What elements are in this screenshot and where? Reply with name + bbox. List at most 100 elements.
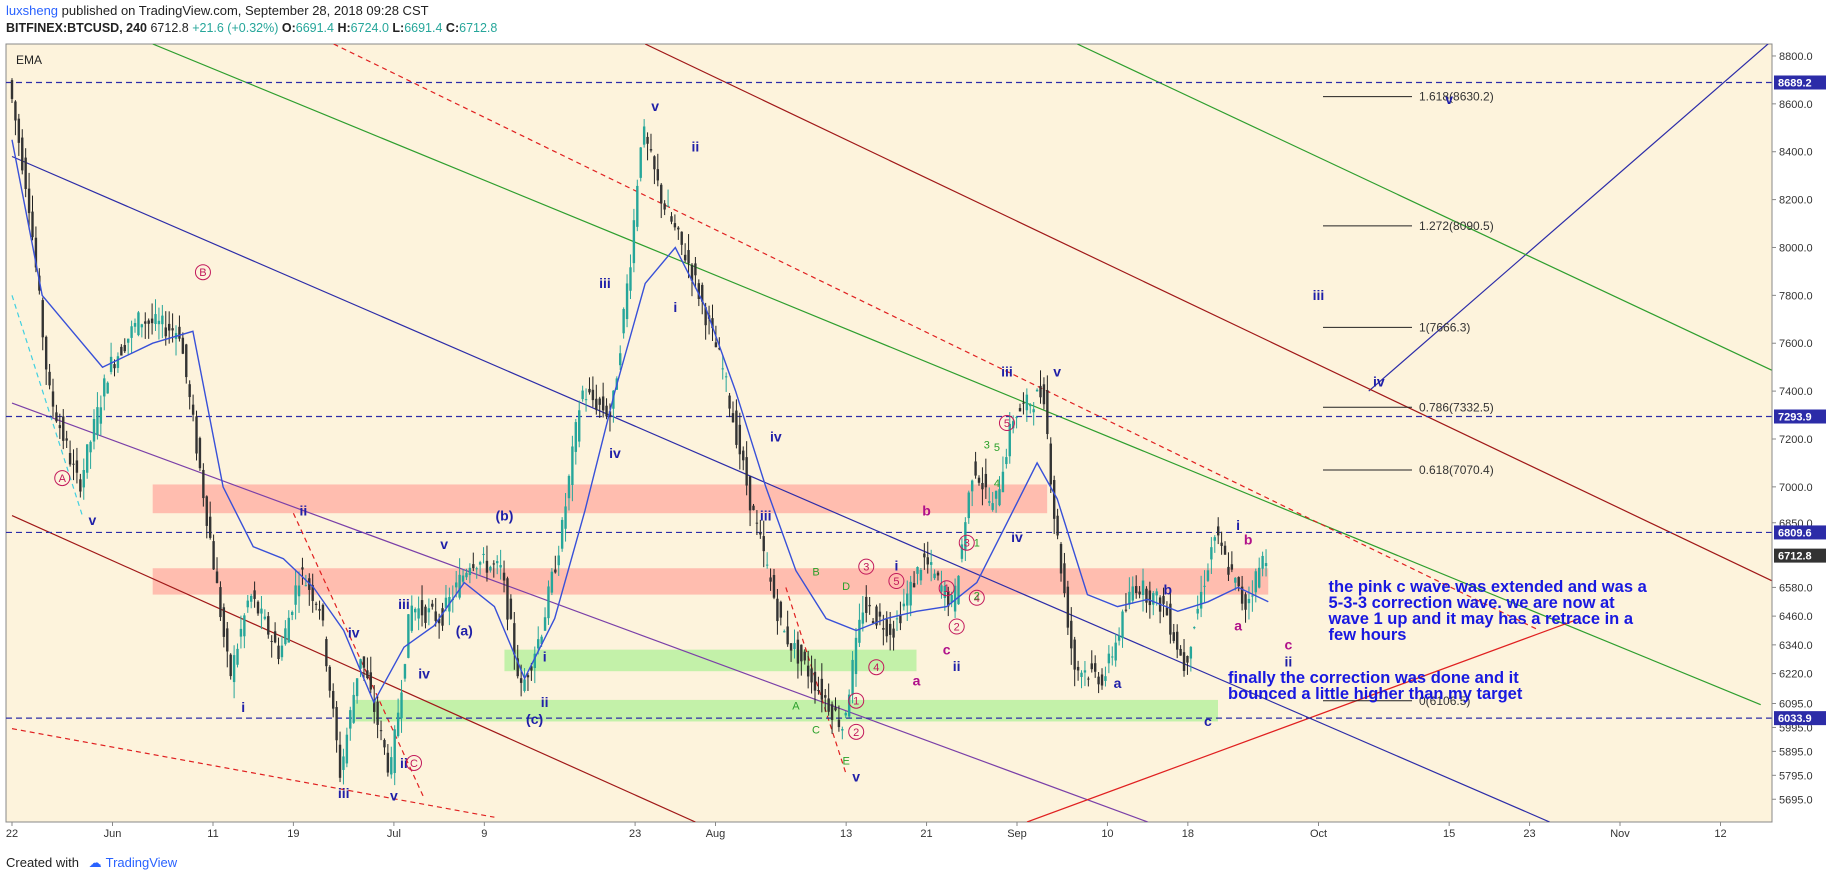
candle-body [1083,670,1087,673]
candle-body [468,567,472,576]
candle [564,493,567,542]
candle [482,547,485,564]
candle-body [137,312,140,336]
candle [885,611,888,643]
channel-line[interactable] [644,44,1791,590]
wave-label: v [1445,91,1453,107]
candle [424,604,427,629]
candle [1251,580,1254,612]
candle-body [550,571,554,593]
candle [267,611,270,639]
candle-body [779,601,783,618]
dashed-trend-line[interactable] [11,728,495,818]
candle [79,473,82,498]
candle-body [62,416,65,441]
candle-body [543,617,547,631]
wave-label: iv [1373,373,1385,389]
candle [701,282,704,315]
candle-body [950,595,953,603]
candle [502,560,506,593]
candle-body [936,572,940,576]
candle-body [888,623,892,635]
candle-body [243,615,246,637]
channel-line[interactable] [11,402,1148,822]
candle-body [810,668,813,683]
dashed-trend-line[interactable] [785,587,847,775]
circled-wave-label: 3 [858,558,875,575]
candle-body [530,666,533,671]
candle-body [441,608,444,626]
candle [1223,541,1227,555]
candle [140,323,144,338]
candle [1001,456,1005,493]
wave-label: (b) [496,507,514,523]
candle [783,629,786,633]
candle [1107,645,1111,674]
candle [390,746,393,779]
candle-body [1111,656,1114,658]
candle [458,558,461,600]
candle [509,594,513,620]
candle-body [123,345,126,352]
candle [871,618,875,624]
candle-body [103,378,106,397]
candle-body [1005,457,1008,465]
candle [571,435,574,502]
candle [817,676,820,695]
channel-line[interactable] [152,44,1761,706]
candle [752,503,755,511]
channel-line[interactable] [11,155,1550,822]
candle-body [994,490,998,499]
x-tick-label: Jun [104,828,122,840]
candle [861,596,865,632]
green-sub-label: 5 [994,442,1000,454]
candle [383,738,386,755]
candle [219,581,222,621]
candle-body [943,586,947,598]
candle-body [492,563,495,565]
candle-body [571,446,574,485]
candle-body [92,418,96,442]
candle-body [475,568,478,570]
channel-line[interactable] [1077,44,1791,379]
level-price-tag-bg [1774,409,1826,424]
plot-area[interactable] [5,43,1773,823]
candle-body [916,567,919,574]
candle-body [902,603,906,607]
tradingview-brand[interactable]: TradingView [105,855,178,870]
label-circle [848,723,865,740]
green-sub-label: 1 [974,538,980,550]
candle-body [126,338,130,343]
dashed-trend-line[interactable] [11,295,83,516]
candle [106,381,109,394]
candle-body [431,603,434,607]
candle-body [567,476,571,499]
candle [208,501,212,540]
x-tick-label: Sep [1007,828,1027,840]
candle [923,543,926,570]
candle [642,119,646,148]
candle-body [147,320,150,324]
candle-body [656,169,660,181]
candle [157,307,161,340]
channel-line[interactable] [1368,42,1771,392]
candle-body [273,631,277,643]
candle [523,668,526,693]
candle-body [1199,591,1203,609]
candle-body [51,391,55,407]
dashed-trend-line[interactable] [292,512,425,799]
green-sub-label: A [792,700,800,712]
candle-body [1220,542,1223,546]
candle-body [988,501,991,503]
author-link[interactable]: luxsheng [6,3,59,18]
candle [656,153,660,187]
level-price-tag-text: 8689.2 [1778,77,1812,89]
wave-label: iv [1011,529,1023,545]
candle [1206,563,1210,583]
candle-body [1193,627,1196,629]
tradingview-logo-icon[interactable]: ☁ [88,855,102,870]
channel-line[interactable] [11,515,696,822]
channel-line[interactable] [1026,617,1581,822]
ema-line[interactable] [11,139,1269,704]
